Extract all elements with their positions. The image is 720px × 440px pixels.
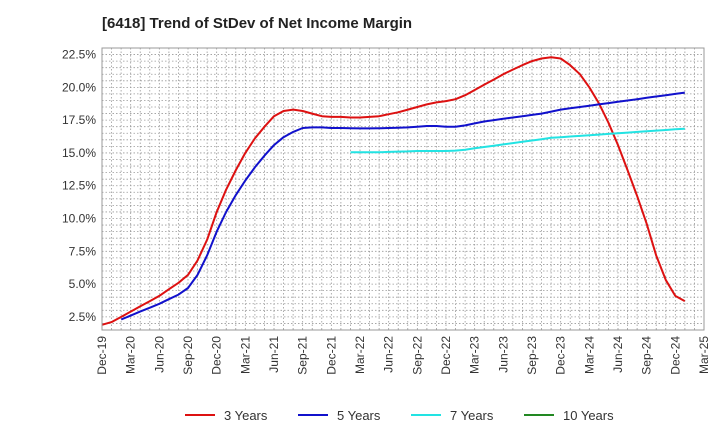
x-tick-label: Dec-19 <box>95 336 109 375</box>
x-tick-label: Sep-24 <box>640 336 654 375</box>
x-tick-label: Dec-22 <box>439 336 453 375</box>
y-tick-label: 22.5% <box>62 48 96 62</box>
series-layer <box>101 56 686 326</box>
x-tick-label: Sep-23 <box>525 336 539 375</box>
x-tick-label: Mar-20 <box>124 336 138 374</box>
y-tick-label: 7.5% <box>69 244 97 258</box>
series-line-5-years <box>120 91 685 321</box>
x-tick-label: Jun-21 <box>267 336 281 373</box>
x-tick-label: Dec-21 <box>324 336 338 375</box>
series-line-3-years <box>101 56 686 326</box>
x-tick-label: Dec-20 <box>210 336 224 375</box>
x-tick-label: Jun-20 <box>152 336 166 373</box>
legend: 3 Years 5 Years 7 Years 10 Years <box>185 408 614 423</box>
y-tick-label: 2.5% <box>69 310 97 324</box>
x-axis-tick-labels: Dec-19 Mar-20 Jun-20 Sep-20 Dec-20 Mar-21 Jun-… <box>95 336 711 375</box>
y-tick-label: 12.5% <box>62 179 96 193</box>
x-tick-label: Dec-24 <box>668 336 682 375</box>
series-line-7-years <box>350 127 685 154</box>
x-tick-label: Jun-23 <box>496 336 510 373</box>
grid-layer <box>102 48 704 330</box>
x-tick-label: Jun-22 <box>382 336 396 373</box>
x-tick-label: Sep-21 <box>296 336 310 375</box>
y-tick-label: 5.0% <box>69 277 97 291</box>
x-tick-label: Dec-23 <box>554 336 568 375</box>
x-tick-label: Sep-20 <box>181 336 195 375</box>
plot-frame <box>101 47 705 331</box>
y-tick-label: 15.0% <box>62 146 96 160</box>
x-tick-label: Mar-25 <box>697 336 711 374</box>
legend-label: 7 Years <box>450 408 494 423</box>
legend-label: 10 Years <box>563 408 614 423</box>
y-axis-tick-labels: 2.5% 5.0% 7.5% 10.0% 12.5% 15.0% 17.5% 20.0% 22.… <box>62 48 96 324</box>
legend-label: 3 Years <box>224 408 268 423</box>
x-tick-label: Mar-21 <box>238 336 252 374</box>
y-tick-label: 17.5% <box>62 113 96 127</box>
x-tick-label: Sep-22 <box>410 336 424 375</box>
x-tick-label: Mar-23 <box>468 336 482 374</box>
legend-label: 5 Years <box>337 408 381 423</box>
x-tick-label: Mar-24 <box>582 336 596 374</box>
y-tick-label: 10.0% <box>62 212 96 226</box>
x-tick-label: Mar-22 <box>353 336 367 374</box>
chart-title: [6418] Trend of StDev of Net Income Marg… <box>102 15 413 32</box>
y-tick-label: 20.0% <box>62 80 96 94</box>
x-tick-label: Jun-24 <box>611 336 625 373</box>
